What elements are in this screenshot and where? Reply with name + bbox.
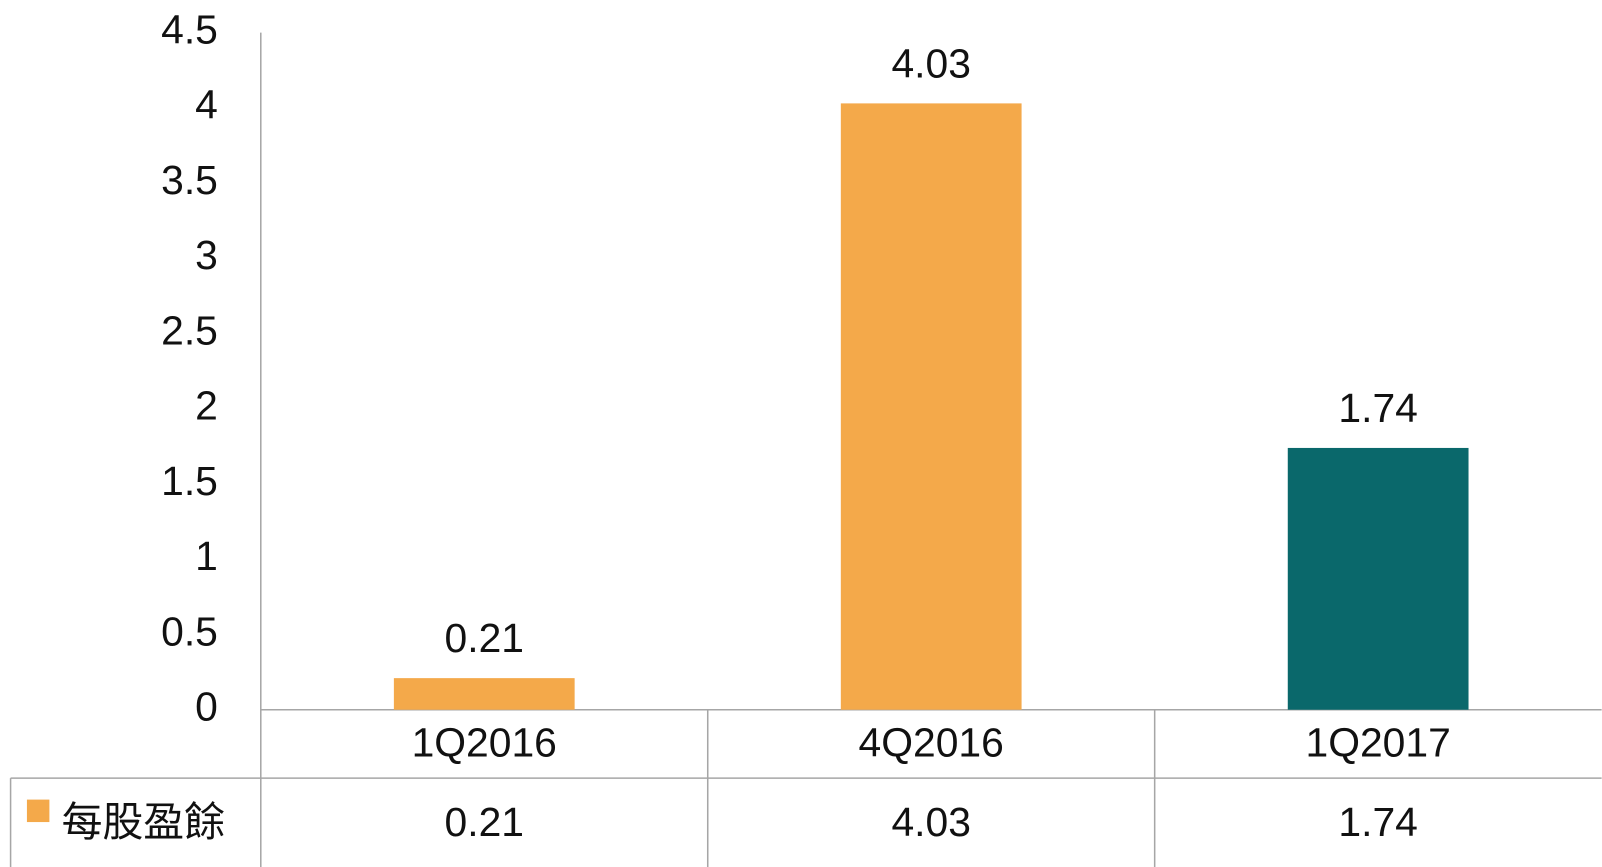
data-label: 1.74 [1338, 385, 1417, 431]
y-tick-label: 4 [195, 82, 218, 128]
y-tick-label: 1 [195, 533, 218, 579]
x-tick-label: 4Q2016 [859, 719, 1004, 765]
legend-label: 每股盈餘 [62, 799, 225, 845]
y-tick-label: 4.5 [161, 6, 218, 52]
bar [393, 678, 575, 710]
data-label: 4.03 [891, 40, 970, 86]
x-tick-label: 1Q2017 [1306, 719, 1451, 765]
bar [840, 103, 1022, 710]
data-label: 0.21 [445, 615, 524, 661]
y-tick-label: 0 [195, 684, 218, 730]
x-tick-label: 1Q2016 [412, 719, 557, 765]
y-tick-label: 1.5 [161, 458, 218, 504]
y-tick-label: 0.5 [161, 608, 218, 654]
table-value: 1.74 [1338, 799, 1417, 845]
bar [1287, 447, 1469, 710]
y-tick-label: 2 [195, 383, 218, 429]
y-tick-label: 3.5 [161, 157, 218, 203]
y-tick-label: 2.5 [161, 307, 218, 353]
table-value: 4.03 [891, 799, 970, 845]
legend-swatch [26, 799, 50, 823]
table-value: 0.21 [445, 799, 524, 845]
y-tick-label: 3 [195, 232, 218, 278]
